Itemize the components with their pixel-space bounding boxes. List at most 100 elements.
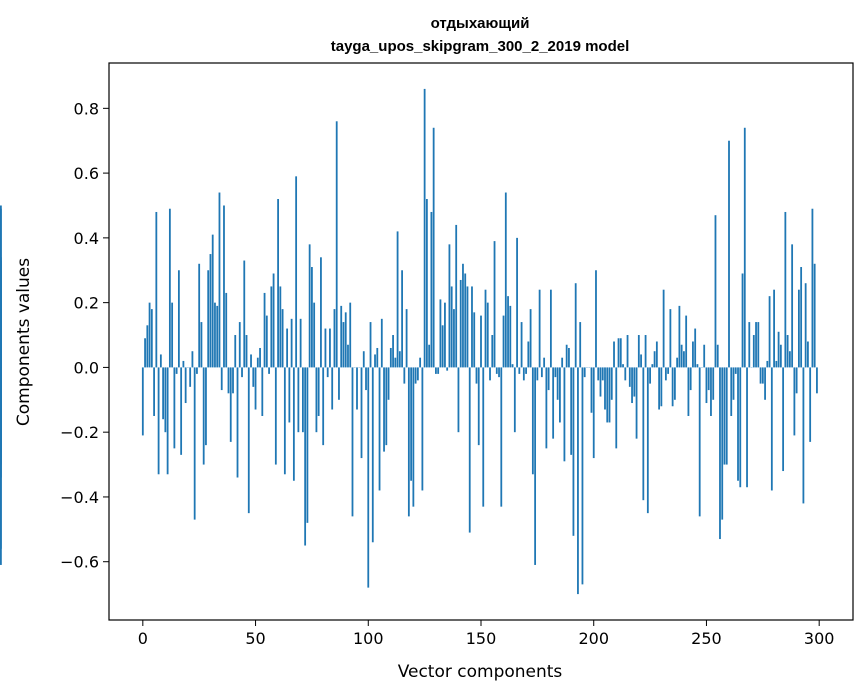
bar <box>374 354 376 368</box>
bar <box>331 367 334 410</box>
bar <box>0 367 2 565</box>
bar <box>270 286 273 368</box>
bar <box>254 367 257 410</box>
y-tick-label: 0.0 <box>74 358 99 377</box>
bar <box>329 328 331 368</box>
y-tick-label: 0.8 <box>74 99 99 118</box>
bar <box>207 270 210 368</box>
bar <box>234 335 237 368</box>
bar <box>150 309 153 368</box>
bar <box>333 309 336 368</box>
bar <box>430 211 433 368</box>
bar <box>518 367 521 374</box>
bar <box>218 192 221 368</box>
bar <box>295 176 298 368</box>
bar <box>811 208 814 368</box>
chart-title: отдыхающий <box>431 15 530 32</box>
bar <box>281 309 284 368</box>
bar <box>725 367 728 465</box>
bar <box>773 289 775 368</box>
bar <box>157 367 160 475</box>
bar <box>166 367 169 475</box>
bar <box>809 367 812 442</box>
bar <box>502 315 505 368</box>
bar <box>766 360 769 368</box>
bar <box>356 367 358 410</box>
bar <box>175 367 178 374</box>
bar <box>651 364 654 368</box>
bar <box>148 302 151 368</box>
bar <box>205 367 207 446</box>
bar <box>644 335 647 368</box>
bar <box>191 351 194 368</box>
bar <box>511 364 514 368</box>
bar <box>141 367 144 436</box>
bar <box>405 309 408 368</box>
bar <box>689 367 692 391</box>
bar <box>340 305 343 368</box>
bar <box>229 367 232 442</box>
bar <box>504 192 507 368</box>
bar <box>775 360 778 368</box>
bar <box>574 283 577 368</box>
bar <box>200 322 203 368</box>
bar <box>464 273 467 368</box>
bar <box>441 325 444 368</box>
bar <box>570 367 573 455</box>
bar <box>768 296 771 368</box>
bar <box>498 367 500 378</box>
bar <box>624 367 627 381</box>
y-tick-label: 0.6 <box>74 164 99 183</box>
bar <box>376 347 379 368</box>
bar <box>369 322 372 368</box>
bar <box>741 273 744 368</box>
bar <box>338 367 340 400</box>
bar <box>301 367 304 433</box>
bar <box>263 292 266 368</box>
bar <box>676 357 679 368</box>
bar <box>304 367 307 546</box>
bar <box>714 215 717 368</box>
bar <box>261 367 264 416</box>
bar <box>694 328 697 368</box>
bar <box>543 357 546 368</box>
bar <box>761 367 764 384</box>
bar <box>522 367 525 381</box>
bar <box>482 367 485 507</box>
bar <box>712 367 715 400</box>
bar <box>513 367 516 433</box>
bar <box>466 286 469 368</box>
bar <box>414 367 417 384</box>
bar <box>734 367 737 374</box>
y-axis-ticks: −0.6 −0.4 −0.2 0.0 0.2 0.4 0.6 0.8 <box>60 99 109 572</box>
bar <box>324 328 327 368</box>
bar <box>649 367 651 384</box>
bar <box>534 367 537 565</box>
bar <box>610 367 613 400</box>
bar <box>383 367 385 452</box>
bar <box>549 289 552 368</box>
bar <box>619 338 622 368</box>
bar <box>223 205 225 368</box>
bar <box>220 367 223 391</box>
bar <box>678 305 681 368</box>
bar <box>439 299 442 368</box>
bar <box>259 347 261 368</box>
bar <box>241 367 243 378</box>
bar <box>455 224 458 368</box>
bar <box>622 364 624 368</box>
y-axis-label: Components values <box>14 258 34 426</box>
bar <box>786 335 789 368</box>
bar <box>214 302 216 368</box>
bar <box>367 367 370 588</box>
bar <box>486 302 489 368</box>
bar <box>435 367 437 374</box>
bar <box>159 354 162 368</box>
bar <box>640 354 642 368</box>
bar <box>606 367 609 423</box>
bar <box>216 305 219 368</box>
bar <box>696 364 699 368</box>
bar <box>493 241 496 368</box>
bar <box>743 127 746 368</box>
bar <box>416 367 419 381</box>
